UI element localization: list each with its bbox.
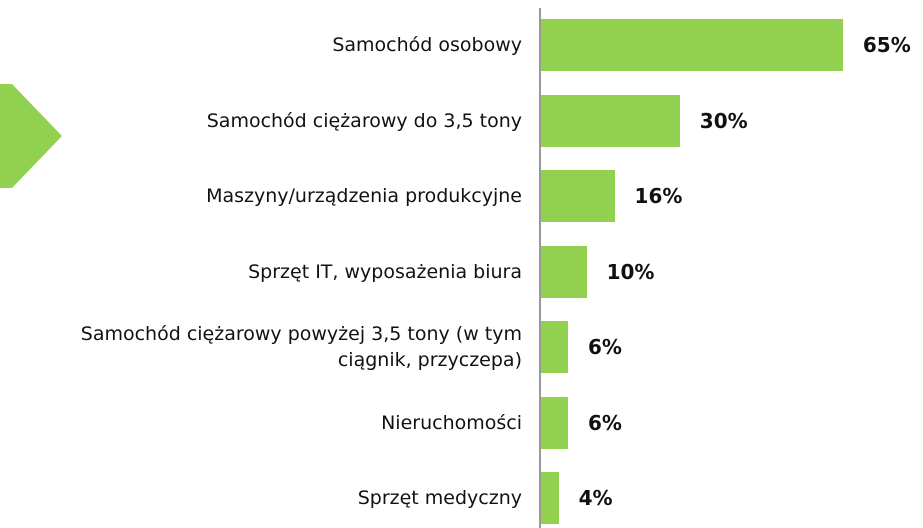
value-label: 16% [634, 184, 683, 208]
arrow-icon [0, 84, 62, 188]
category-label: Maszyny/urządzenia produkcyjne [206, 185, 522, 207]
value-label: 6% [587, 410, 622, 435]
value-label: 10% [606, 259, 655, 284]
value-label: 65% [862, 33, 911, 57]
category-label: Sprzęt medyczny [357, 487, 522, 509]
category-label: Sprzęt IT, wyposażenia biura [248, 260, 522, 283]
bar [540, 19, 843, 71]
category-label: Nieruchomości [381, 411, 522, 434]
category-label: Samochód ciężarowy powyżej 3,5 tony (w t… [80, 323, 522, 371]
bar [540, 472, 559, 524]
bar [540, 245, 587, 298]
category-label: Samochód osobowy [332, 34, 522, 56]
value-label: 4% [578, 486, 613, 510]
arrow [0, 84, 62, 188]
axis-line [539, 8, 541, 528]
bar [540, 396, 568, 449]
bar [540, 321, 568, 373]
bar [540, 170, 615, 222]
value-label: 6% [587, 335, 622, 359]
category-label: Samochód ciężarowy do 3,5 tony [206, 109, 522, 132]
bar [540, 94, 680, 147]
value-label: 30% [699, 108, 748, 133]
